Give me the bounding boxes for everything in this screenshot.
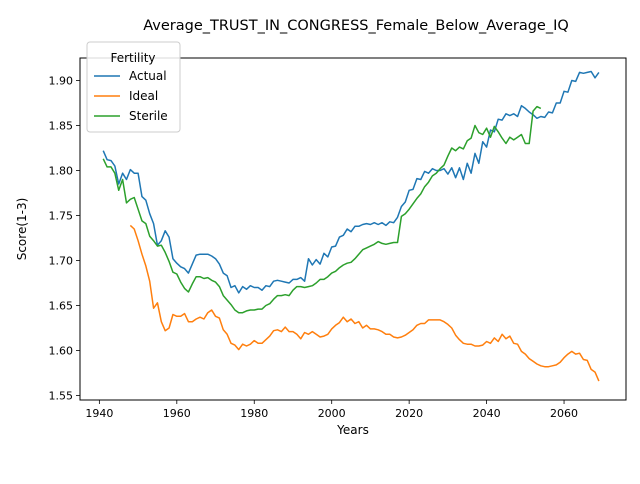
y-tick-label: 1.90	[49, 75, 74, 88]
x-axis-label: Years	[336, 423, 369, 437]
legend: Fertility Actual Ideal Sterile	[86, 41, 181, 133]
x-tick-label: 2020	[395, 407, 423, 420]
x-tick-label: 2060	[550, 407, 578, 420]
chart-title: Average_TRUST_IN_CONGRESS_Female_Below_A…	[143, 18, 569, 34]
y-tick-label: 1.55	[49, 390, 74, 403]
legend-label-ideal: Ideal	[129, 89, 158, 103]
series-line-actual	[102, 70, 600, 294]
y-tick-label: 1.75	[49, 210, 74, 223]
y-tick-label: 1.65	[49, 300, 74, 313]
y-tick-label: 1.70	[49, 255, 74, 268]
x-tick-label: 1980	[240, 407, 268, 420]
plot-lines	[102, 70, 600, 382]
y-tick-label: 1.85	[49, 120, 74, 133]
y-tick-label: 1.80	[49, 165, 74, 178]
y-axis-label: Score(1-3)	[15, 198, 29, 261]
legend-label-actual: Actual	[129, 69, 167, 83]
x-tick-label: 1940	[85, 407, 113, 420]
x-tick-label: 2000	[318, 407, 346, 420]
series-line-sterile	[102, 105, 542, 314]
legend-title: Fertility	[110, 51, 155, 65]
x-axis: 1940 1960 1980 2000 2020 2040 2060	[85, 400, 578, 420]
plot-frame	[79, 57, 627, 401]
x-tick-label: 1960	[163, 407, 191, 420]
legend-frame	[86, 41, 181, 133]
x-tick-label: 2040	[473, 407, 501, 420]
y-tick-label: 1.60	[49, 345, 74, 358]
y-axis: 1.55 1.60 1.65 1.70 1.75 1.80 1.85 1.90	[49, 75, 80, 403]
series-line-ideal	[129, 224, 600, 382]
legend-label-sterile: Sterile	[129, 109, 168, 123]
